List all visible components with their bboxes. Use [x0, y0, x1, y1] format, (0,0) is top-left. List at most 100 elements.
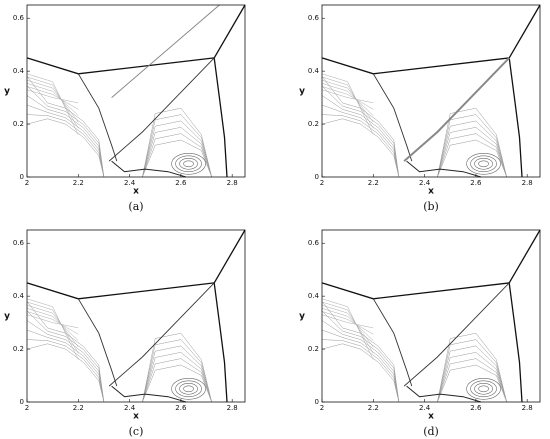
contour: [26, 95, 105, 178]
y-tick-label: 0: [20, 173, 24, 181]
contour: [321, 76, 400, 178]
panel: 2 2.2 2.4 2.6 2.8 0 0.2 0.4 0.6 x y (a): [4, 4, 246, 213]
vortex: [171, 377, 206, 400]
vortex: [474, 382, 493, 395]
contour: [321, 79, 374, 123]
vortex: [179, 157, 198, 170]
x-tick-label: 2.2: [368, 179, 379, 187]
y-tick-label: 0.2: [308, 345, 319, 353]
x-tick-label: 2.8: [522, 404, 533, 412]
contour: [437, 139, 507, 178]
vortex: [179, 382, 198, 395]
y-tick-label: 0.6: [13, 14, 25, 22]
y-tick-label: 0.4: [308, 292, 320, 300]
x-tick-label: 2.8: [522, 179, 533, 187]
shock: [26, 57, 215, 75]
y-tick-label: 0.6: [308, 239, 320, 247]
contour: [142, 345, 212, 403]
x-tick-label: 2.8: [227, 179, 238, 187]
vortex: [474, 157, 493, 170]
x-tick-label: 2.2: [73, 404, 84, 412]
contour: [321, 304, 374, 348]
contour: [321, 339, 400, 403]
contour: [321, 73, 374, 135]
shock: [372, 73, 413, 162]
y-tick-label: 0: [20, 398, 24, 406]
contour: [437, 364, 507, 403]
x-tick-label: 2.2: [368, 404, 379, 412]
contour: [26, 76, 79, 129]
contour: [142, 107, 212, 178]
vortex: [183, 160, 194, 168]
x-axis-label: x: [133, 412, 139, 422]
slip-line: [111, 4, 220, 98]
x-tick-label: 2.4: [124, 404, 136, 412]
vortex: [478, 385, 489, 393]
contour: [321, 118, 400, 178]
y-tick-label: 0.4: [13, 292, 25, 300]
vortex: [478, 160, 489, 168]
shock: [213, 229, 246, 284]
contour: [26, 86, 79, 110]
vortex: [171, 152, 206, 175]
y-tick-label: 0: [315, 398, 319, 406]
x-tick-label: 2.8: [227, 404, 238, 412]
shear: [108, 57, 215, 162]
contour: [142, 364, 212, 403]
contour: [26, 311, 79, 335]
contour: [142, 358, 212, 403]
contour: [321, 343, 400, 403]
plot-frame: [321, 229, 541, 403]
shock: [372, 298, 413, 387]
contour: [437, 352, 507, 403]
shock: [26, 282, 215, 300]
panel-label: (a): [128, 200, 143, 213]
contour: [437, 114, 507, 178]
y-tick-label: 0.2: [308, 120, 319, 128]
contour: [142, 139, 212, 178]
shock: [77, 73, 118, 162]
contour: [26, 304, 79, 348]
shock: [321, 57, 510, 75]
contour: [321, 311, 374, 335]
y-tick-label: 0: [315, 173, 319, 181]
x-tick-label: 2.6: [470, 179, 482, 187]
contour: [321, 83, 374, 116]
contour: [26, 118, 105, 178]
shock: [77, 298, 118, 387]
shear: [403, 282, 510, 387]
contour: [142, 114, 212, 178]
x-axis-label: x: [428, 412, 434, 422]
contour: [321, 310, 400, 403]
jet: [406, 385, 482, 403]
contour: [321, 301, 374, 354]
vortex: [466, 152, 501, 175]
vortex: [175, 155, 202, 173]
contour: [321, 301, 400, 403]
y-tick-label: 0.2: [13, 345, 24, 353]
contour: [26, 310, 105, 403]
contour: [321, 308, 374, 341]
x-tick-label: 2: [320, 404, 324, 412]
contour: [26, 343, 105, 403]
contour: [321, 86, 374, 110]
panel-label: (d): [423, 425, 439, 438]
x-axis-label: x: [133, 187, 139, 197]
contour: [437, 120, 507, 178]
contour: [26, 329, 105, 403]
y-tick-label: 0.2: [13, 120, 24, 128]
contour: [26, 73, 79, 135]
contour: [142, 332, 212, 403]
contour: [142, 352, 212, 403]
contour: [26, 308, 79, 341]
contour: [26, 339, 105, 403]
x-tick-label: 2.6: [175, 404, 187, 412]
x-tick-label: 2.4: [419, 404, 431, 412]
jet: [111, 160, 187, 178]
vortex: [466, 377, 501, 400]
panel: 2 2.2 2.4 2.6 2.8 0 0.2 0.4 0.6 x y (b): [299, 4, 541, 213]
contour: [142, 133, 212, 178]
x-tick-label: 2: [25, 179, 29, 187]
contour: [437, 332, 507, 403]
y-axis-label: y: [299, 87, 305, 97]
